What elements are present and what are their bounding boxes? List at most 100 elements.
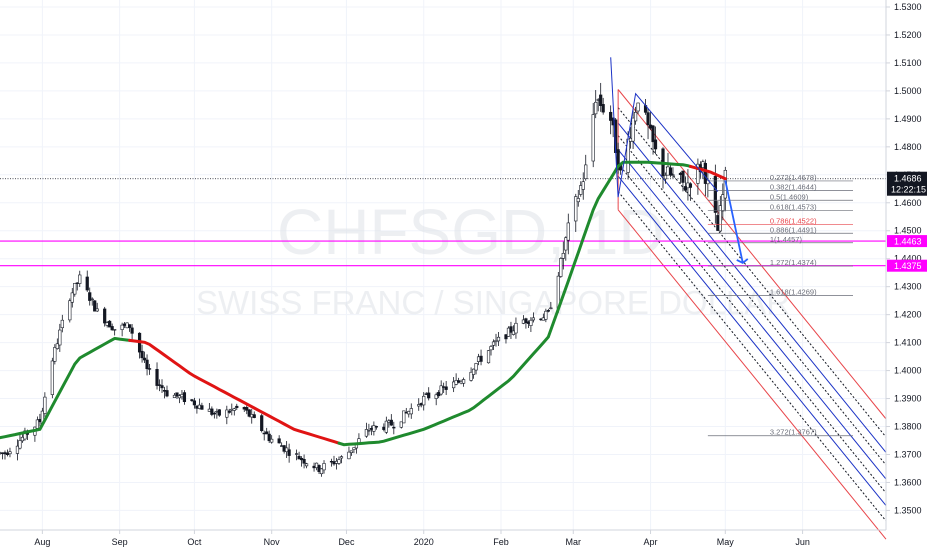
channel-line (617, 175, 887, 506)
candle-body (235, 405, 239, 408)
level-badge (887, 235, 927, 248)
candle-body (399, 421, 403, 428)
candle-body (509, 326, 513, 333)
candle-body (110, 326, 114, 331)
candle-body (374, 426, 378, 428)
candle-body (439, 385, 443, 395)
candle-body (434, 394, 438, 399)
candle-body (53, 347, 57, 362)
candle-body (277, 438, 281, 444)
candle-body (713, 176, 717, 213)
candle-body (232, 408, 236, 411)
candle-body (95, 308, 99, 312)
candle-body (681, 170, 685, 183)
fib-extension[interactable]: 0.272(1.4678)0.382(1.4644)0.5(1.4609)0.6… (707, 173, 853, 437)
price-tick-label: 1.5200 (894, 30, 922, 40)
candle-body (683, 186, 688, 191)
candle-body (78, 274, 82, 284)
projection-arrow-head (736, 258, 749, 264)
candle-body (157, 384, 162, 386)
candle-body (671, 174, 675, 176)
moving-average (0, 160, 727, 447)
candle-body (489, 346, 493, 351)
moving-average-red (688, 164, 727, 181)
candle-body (579, 185, 583, 195)
candle-body (304, 463, 309, 467)
candle-body (584, 164, 588, 180)
candle-body (561, 252, 565, 259)
candle-body (130, 327, 134, 334)
candle-body (549, 307, 553, 310)
candle-body (402, 410, 406, 424)
moving-average-green (337, 160, 692, 447)
candle-body (217, 409, 221, 416)
candle-body (55, 343, 59, 349)
candle-body (581, 181, 585, 190)
candle-body (140, 350, 144, 359)
regression-channel[interactable] (617, 89, 887, 540)
candle-body (93, 300, 97, 312)
candle-body (267, 433, 271, 442)
fib-level-label: 3.272(1.3767) (770, 428, 817, 437)
time-tick-label: Nov (264, 537, 281, 547)
annotations[interactable] (610, 57, 749, 264)
price-tick-label: 1.3500 (894, 505, 922, 515)
candle-body (646, 112, 650, 126)
candle-body (265, 431, 269, 435)
candle-body (68, 300, 72, 321)
candle-body (367, 430, 371, 432)
candle-body (718, 205, 722, 232)
fib-level-label: 0.5(1.4609) (770, 192, 809, 201)
last-price-time: 12:22:15 (891, 185, 926, 195)
time-tick-label: Apr (644, 537, 658, 547)
candle-body (212, 412, 216, 415)
candle-body (427, 392, 431, 399)
candle-body (60, 319, 64, 329)
candle-body (337, 459, 341, 464)
candle-body (364, 429, 368, 437)
candle-body (529, 319, 533, 326)
candle-body (591, 114, 595, 162)
price-tick-label: 1.3700 (894, 449, 922, 459)
candle-body (175, 392, 179, 397)
candle-body (147, 368, 152, 370)
candle-body (653, 139, 658, 150)
candle-body (564, 237, 568, 251)
fib-level-label: 0.272(1.4678) (770, 173, 817, 182)
price-tick-label: 1.4400 (894, 254, 922, 264)
level-badge (887, 259, 927, 272)
candle-body (616, 149, 620, 170)
time-axis[interactable]: Aug Sep Oct Nov Dec 2020 Feb Mar Apr May Jun (34, 530, 810, 547)
channel-line (617, 209, 887, 540)
candle-body (58, 329, 62, 346)
candle-body (145, 359, 149, 370)
price-tick-label: 1.4200 (894, 310, 922, 320)
candle-body (524, 318, 528, 324)
fib-level-label: 1.618(1.4269) (770, 287, 817, 296)
candle-body (696, 163, 700, 184)
candle-body (190, 399, 194, 402)
candle-body (462, 379, 466, 384)
candle-body (339, 456, 344, 459)
fib-level-label: 0.382(1.4644) (770, 182, 817, 191)
candle-body (663, 174, 668, 180)
time-tick-label: 2020 (414, 537, 434, 547)
candle-body (165, 390, 169, 397)
pattern-line (610, 57, 719, 198)
candle-body (192, 400, 197, 406)
candle-body (295, 453, 299, 455)
time-tick-label: Jun (795, 537, 810, 547)
candle-body (452, 381, 456, 389)
candle-body (260, 415, 264, 432)
time-tick-label: May (717, 537, 735, 547)
price-tick-label: 1.5000 (894, 86, 922, 96)
candle-body (469, 371, 473, 381)
last-price-badge (887, 171, 927, 196)
candle-body (444, 386, 448, 390)
price-axis[interactable]: 1.53001.52001.51001.50001.49001.48001.47… (886, 2, 922, 515)
candle-body (631, 117, 635, 142)
time-tick-label: Sep (112, 537, 128, 547)
price-tick-label: 1.4000 (894, 366, 922, 376)
